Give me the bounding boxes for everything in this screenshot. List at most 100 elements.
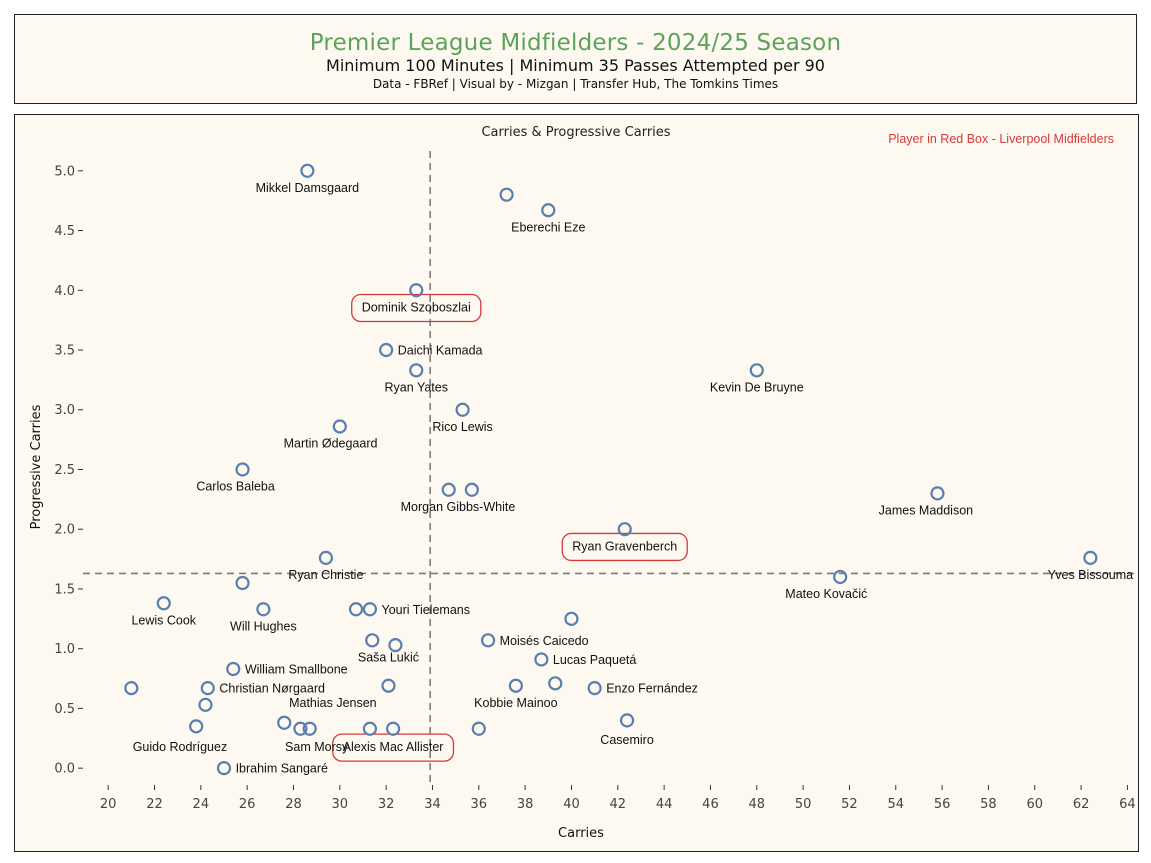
x-tick-label: 62 [1073, 797, 1090, 812]
y-tick-label: 4.5 [54, 224, 75, 239]
data-point [216, 761, 232, 776]
chart-credit: Data - FBRef | Visual by - Mizgan | Tran… [372, 77, 779, 91]
data-points [124, 163, 1098, 776]
point-label: Christian Nørgaard [219, 682, 325, 696]
point-label: Kobbie Mainoo [474, 696, 557, 710]
data-point [471, 721, 486, 736]
liverpool-highlight-box [561, 532, 688, 562]
x-tick-label: 40 [563, 797, 580, 812]
data-point [619, 713, 635, 728]
x-tick-label: 50 [795, 797, 812, 812]
x-axis: 20 22 24 26 28 30 32 34 36 38 40 42 44 46 48 50 52 54 56 58… [100, 785, 1136, 812]
point-label: Alexis Mac Allister [343, 740, 444, 754]
x-tick-label: 38 [517, 797, 534, 812]
y-tick-label: 0.0 [54, 762, 75, 777]
x-tick-label: 22 [146, 797, 163, 812]
data-point [226, 661, 241, 677]
x-tick-label: 48 [749, 797, 766, 812]
data-point [318, 550, 334, 565]
x-tick-label: 54 [887, 797, 904, 812]
point-label: William Smallbone [245, 662, 348, 676]
data-point [1083, 550, 1098, 565]
x-tick-label: 56 [934, 797, 951, 812]
point-label: Martin Ødegaard [284, 437, 378, 451]
y-tick-label: 2.0 [54, 523, 75, 538]
x-tick-label: 34 [424, 797, 441, 812]
data-point [480, 633, 496, 648]
data-point [379, 342, 394, 358]
data-point [833, 569, 848, 585]
y-tick-label: 0.5 [54, 702, 75, 717]
point-label: Casemiro [600, 733, 654, 747]
chart-main-title: Premier League Midfielders - 2024/25 Sea… [309, 30, 842, 56]
x-tick-label: 32 [378, 797, 395, 812]
y-tick-label: 5.0 [54, 164, 75, 179]
x-tick-label: 24 [193, 797, 210, 812]
point-label: Daichi Kamada [398, 344, 483, 358]
liverpool-highlight-box [351, 293, 482, 323]
x-tick-label: 44 [656, 797, 673, 812]
point-label: Lewis Cook [131, 614, 196, 628]
data-point [564, 611, 579, 626]
point-label: Ibrahim Sangaré [236, 762, 328, 776]
point-label: Youri Tielemans [382, 603, 470, 617]
y-tick-label: 3.5 [54, 344, 75, 359]
data-point [388, 637, 403, 653]
x-tick-label: 60 [1026, 797, 1043, 812]
data-point [930, 486, 945, 501]
data-point [541, 203, 556, 218]
chart-subtitle: Minimum 100 Minutes | Minimum 35 Passes … [326, 56, 825, 75]
point-label: Saša Lukić [358, 651, 419, 665]
data-point [409, 363, 424, 378]
liverpool-note: Player in Red Box - Liverpool Midfielder… [888, 132, 1114, 146]
data-point [385, 721, 401, 736]
point-label: Morgan Gibbs-White [401, 500, 516, 514]
data-point [499, 187, 514, 202]
y-tick-label: 4.0 [54, 284, 75, 299]
x-tick-label: 58 [980, 797, 997, 812]
point-label: Moisés Caicedo [500, 634, 589, 648]
x-axis-title: Carries [558, 826, 604, 841]
data-point [156, 596, 171, 611]
point-label: Dominik Szoboszlai [362, 300, 471, 314]
point-label: Ryan Gravenberch [572, 539, 677, 553]
point-label: Mathias Jensen [289, 696, 377, 710]
y-tick-label: 1.5 [54, 582, 75, 597]
point-label: Enzo Fernández [606, 682, 698, 696]
x-tick-label: 30 [332, 797, 349, 812]
point-label: James Maddison [879, 504, 974, 518]
x-tick-label: 64 [1119, 797, 1136, 812]
point-label: Guido Rodríguez [133, 740, 228, 754]
y-axis-title: Progressive Carries [29, 404, 44, 529]
scatter-plot: Carries & Progressive Carries Player in … [29, 125, 1139, 841]
data-point [362, 602, 378, 617]
y-axis: 0.0 0.5 1.0 1.5 2.0 2.5 3.0 3.5 4.0 4.5 5.0 [54, 164, 83, 777]
x-tick-label: 36 [471, 797, 488, 812]
x-tick-label: 20 [100, 797, 117, 812]
x-tick-label: 28 [285, 797, 302, 812]
data-point [362, 721, 378, 736]
data-point [189, 719, 204, 734]
point-label: Will Hughes [230, 619, 297, 633]
data-point [508, 678, 523, 693]
data-point [409, 283, 424, 298]
point-labels: Mikkel Damsgaard Eberechi Eze Dominik Szob… [131, 181, 1133, 776]
x-tick-label: 52 [841, 797, 858, 812]
x-tick-label: 42 [610, 797, 627, 812]
data-point [235, 462, 250, 477]
data-point [200, 681, 215, 696]
data-point [256, 602, 271, 617]
point-label: Sam Morsy [285, 740, 349, 754]
point-label: Eberechi Eze [511, 220, 585, 234]
data-point [749, 363, 764, 378]
point-label: Kevin De Bruyne [710, 381, 804, 395]
data-point [293, 721, 308, 736]
data-point [548, 676, 563, 691]
data-point [455, 402, 470, 417]
point-label: Carlos Baleba [196, 480, 275, 494]
y-tick-label: 3.0 [54, 403, 75, 418]
data-point [464, 482, 479, 497]
data-point [235, 575, 250, 591]
chart-panel: Carries & Progressive Carries Player in … [14, 114, 1139, 852]
reference-lines [83, 151, 1139, 783]
